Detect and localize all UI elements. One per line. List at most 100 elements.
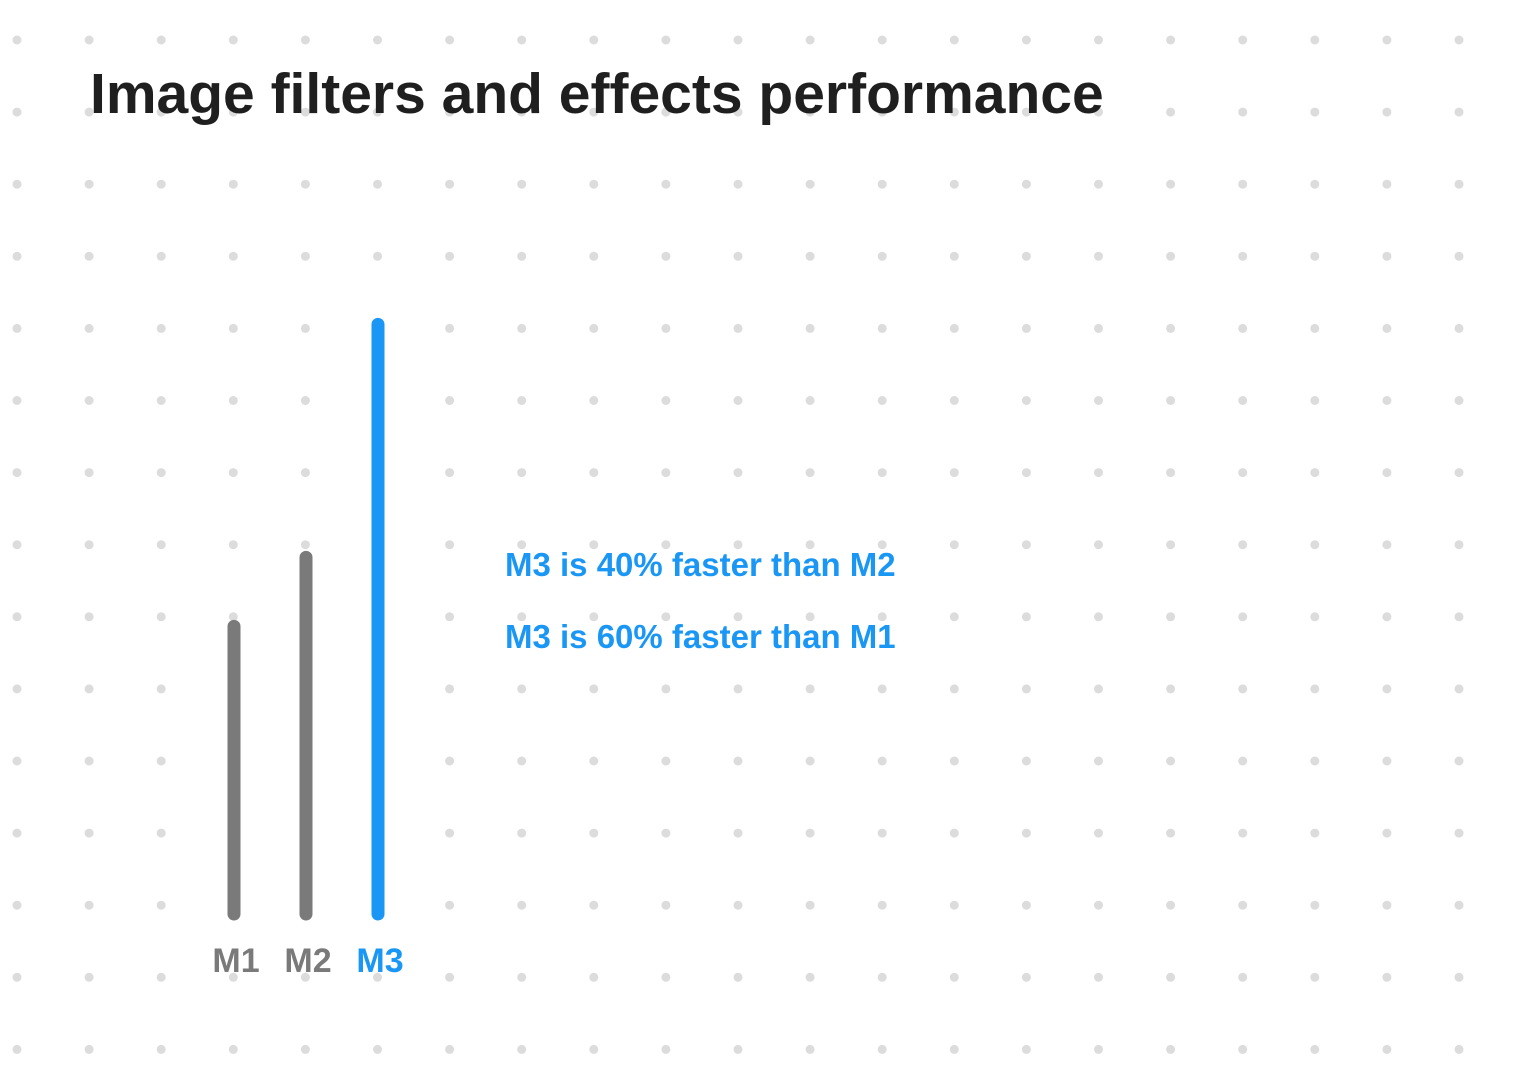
- grid-dot: [1094, 323, 1103, 333]
- grid-dot: [517, 251, 527, 261]
- grid-dot: [1094, 612, 1103, 622]
- grid-dot: [1310, 828, 1320, 838]
- grid-dot: [1238, 468, 1248, 478]
- grid-dot: [949, 900, 959, 910]
- grid-dot: [1166, 612, 1176, 622]
- grid-dot: [1382, 323, 1392, 333]
- grid-dot: [661, 900, 671, 910]
- grid-dot: [949, 756, 959, 766]
- tick-label-m3: M3: [356, 942, 403, 980]
- grid-dot: [156, 468, 166, 478]
- grid-dot: [300, 251, 310, 261]
- grid-dot: [661, 251, 671, 261]
- grid-dot: [877, 540, 887, 550]
- grid-dot: [1454, 35, 1464, 45]
- grid-dot: [949, 323, 959, 333]
- x-axis-tick-labels: M1 M2 M3: [212, 942, 403, 980]
- annotation-m3-vs-m2: M3 is 40% faster than M2: [505, 546, 896, 583]
- annotation-group: M3 is 40% faster than M2 M3 is 60% faste…: [505, 546, 896, 655]
- grid-dot: [228, 1044, 238, 1054]
- tick-label-m2: M2: [284, 942, 331, 980]
- grid-dot: [517, 179, 527, 189]
- grid-dot: [1238, 35, 1248, 45]
- grid-dot: [84, 972, 94, 982]
- grid-dot: [445, 251, 455, 261]
- grid-dot: [733, 972, 743, 982]
- grid-dot: [661, 756, 671, 766]
- grid-dot: [84, 756, 94, 766]
- grid-dot: [1382, 251, 1392, 261]
- grid-dot: [300, 396, 310, 405]
- grid-dot: [1166, 468, 1176, 478]
- grid-dot: [949, 179, 959, 189]
- grid-dot: [1454, 468, 1464, 478]
- grid-dot: [1382, 179, 1392, 189]
- grid-dot: [661, 107, 671, 117]
- grid-dot: [300, 1044, 310, 1054]
- tick-label-m1: M1: [212, 942, 259, 980]
- grid-dot: [661, 972, 671, 982]
- grid-dot: [1382, 468, 1392, 478]
- grid-dot: [300, 323, 310, 333]
- grid-dot: [1238, 179, 1248, 189]
- grid-dot: [877, 684, 887, 694]
- grid-dot: [12, 612, 22, 622]
- grid-dot: [805, 756, 815, 766]
- grid-dot: [733, 756, 743, 766]
- grid-dot: [156, 251, 166, 261]
- grid-dot: [1238, 540, 1248, 550]
- grid-dot: [1166, 900, 1176, 910]
- grid-dot: [589, 612, 599, 622]
- grid-dot: [12, 468, 22, 478]
- grid-dot: [156, 323, 166, 333]
- grid-dot: [1310, 396, 1320, 405]
- grid-dot: [1166, 684, 1176, 694]
- grid-dot: [228, 612, 238, 622]
- grid-dot: [877, 900, 887, 910]
- grid-dot: [156, 684, 166, 694]
- grid-dot: [445, 540, 455, 550]
- grid-dot: [1166, 756, 1176, 766]
- grid-dot: [1021, 828, 1031, 838]
- grid-dot: [805, 396, 815, 405]
- grid-dot: [1094, 756, 1103, 766]
- grid-dot: [1310, 612, 1320, 622]
- grid-dot: [84, 900, 94, 910]
- grid-dot: [517, 900, 527, 910]
- grid-dot: [445, 612, 455, 622]
- grid-dot: [1094, 251, 1103, 261]
- grid-dot: [156, 1044, 166, 1054]
- grid-dot: [12, 756, 22, 766]
- grid-dot: [1021, 972, 1031, 982]
- grid-dot: [661, 828, 671, 838]
- grid-dot: [1094, 972, 1103, 982]
- grid-dot: [517, 107, 527, 117]
- grid-dot: [373, 35, 382, 45]
- grid-dot: [12, 179, 22, 189]
- grid-dot: [589, 684, 599, 694]
- grid-dot: [1310, 35, 1320, 45]
- grid-dot: [228, 468, 238, 478]
- grid-dot: [12, 323, 22, 333]
- grid-dot: [1382, 540, 1392, 550]
- grid-dot: [1021, 540, 1031, 550]
- grid-dot: [1454, 107, 1464, 117]
- grid-dot: [1094, 900, 1103, 910]
- grid-dot: [445, 900, 455, 910]
- grid-dot: [517, 468, 527, 478]
- grid-dot: [1382, 612, 1392, 622]
- grid-dot: [733, 828, 743, 838]
- grid-dot: [445, 756, 455, 766]
- grid-dot: [1310, 972, 1320, 982]
- grid-dot: [805, 323, 815, 333]
- grid-dot: [84, 179, 94, 189]
- grid-dot: [156, 828, 166, 838]
- grid-dot: [949, 684, 959, 694]
- grid-dot: [1382, 828, 1392, 838]
- grid-dot: [84, 323, 94, 333]
- grid-dot: [445, 828, 455, 838]
- grid-dot: [1238, 684, 1248, 694]
- grid-dot: [1021, 468, 1031, 478]
- grid-dot: [1094, 540, 1103, 550]
- grid-dot: [949, 1044, 959, 1054]
